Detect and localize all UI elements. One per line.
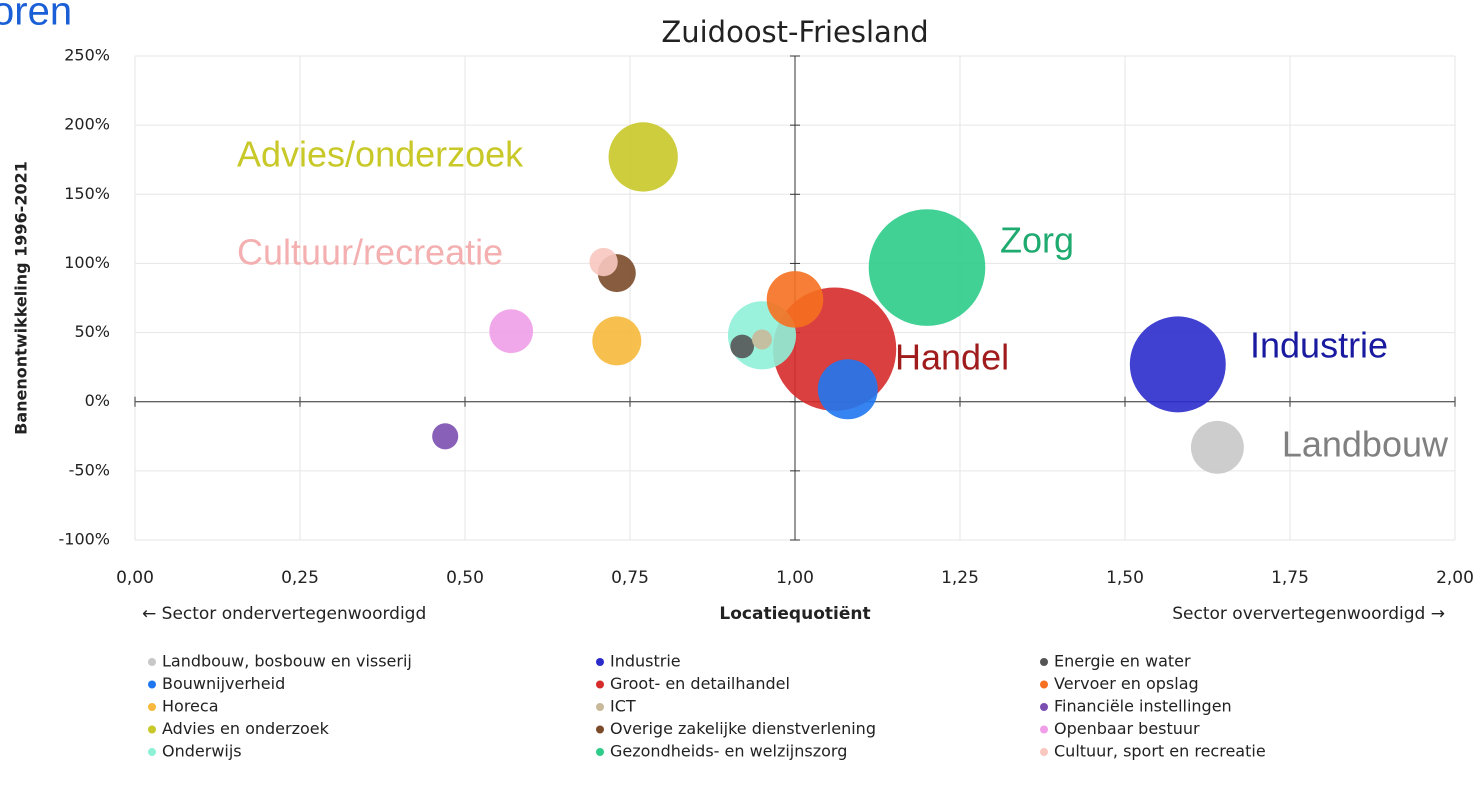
annotation: Industrie <box>1250 325 1388 366</box>
x-tick-label: 2,00 <box>1436 568 1474 588</box>
legend-marker <box>596 680 604 689</box>
bubble <box>1190 420 1244 474</box>
x-tick-label: 0,00 <box>116 568 154 588</box>
y-tick-label: 50% <box>74 322 110 341</box>
annotation: Landbouw <box>1282 424 1449 465</box>
legend-label: Openbaar bestuur <box>1054 719 1200 738</box>
legend-label: Gezondheids- en welzijnszorg <box>610 742 847 761</box>
legend-marker <box>596 658 604 666</box>
x-axis-label: Locatiequotiënt <box>719 604 870 624</box>
legend-marker <box>148 725 156 734</box>
x-tick-label: 1,75 <box>1271 568 1309 588</box>
legend-marker <box>596 748 604 756</box>
y-tick-label: 0% <box>85 391 110 410</box>
legend-marker <box>148 703 156 711</box>
x-axis-note: ← Sector ondervertegenwoordigd <box>142 604 426 624</box>
bubble <box>432 423 459 450</box>
legend-label: Landbouw, bosbouw en visserij <box>162 652 412 671</box>
bubble <box>592 316 642 366</box>
legend-marker <box>148 658 156 666</box>
legend-marker <box>1040 725 1048 734</box>
legend-label: ICT <box>610 697 636 716</box>
bubble <box>608 122 678 192</box>
legend-label: Vervoer en opslag <box>1054 674 1199 693</box>
legend-label: Financiële instellingen <box>1054 697 1232 716</box>
legend-label: Onderwijs <box>162 742 242 761</box>
x-tick-label: 0,50 <box>446 568 484 588</box>
y-tick-label: 250% <box>64 46 110 65</box>
x-axis-note: Sector oververtegenwoordigd → <box>1172 604 1445 624</box>
y-tick-label: -50% <box>69 460 110 479</box>
bubble <box>1129 316 1226 413</box>
legend-label: Horeca <box>162 697 219 716</box>
y-tick-label: 150% <box>64 184 110 203</box>
legend-marker <box>596 703 604 711</box>
x-tick-label: 1,50 <box>1106 568 1144 588</box>
bubble <box>766 271 824 328</box>
legend-marker <box>148 680 156 689</box>
legend-label: Advies en onderzoek <box>162 719 330 738</box>
annotation: Handel <box>895 337 1009 378</box>
chart-title: Zuidoost-Friesland <box>661 15 928 49</box>
legend-label: Groot- en detailhandel <box>610 674 790 693</box>
x-tick-label: 1,25 <box>941 568 979 588</box>
legend-label: Cultuur, sport en recreatie <box>1054 742 1266 761</box>
legend-marker <box>1040 703 1048 711</box>
legend-marker <box>148 748 156 756</box>
corner-text: oren <box>0 0 72 34</box>
legend-label: Energie en water <box>1054 652 1191 671</box>
bubble <box>868 209 986 326</box>
annotation: Advies/onderzoek <box>237 134 524 175</box>
legend-label: Industrie <box>610 652 681 671</box>
legend-marker <box>1040 748 1048 756</box>
x-tick-label: 0,75 <box>611 568 649 588</box>
y-axis-label: Banenontwikkeling 1996-2021 <box>12 161 31 435</box>
y-tick-label: -100% <box>58 530 110 549</box>
bubble <box>752 329 772 350</box>
bubble <box>589 247 618 277</box>
annotation: Zorg <box>1000 220 1074 261</box>
bubble <box>817 359 878 420</box>
legend-marker <box>1040 658 1048 666</box>
x-tick-label: 1,00 <box>776 568 814 588</box>
bubble <box>730 334 755 359</box>
annotation: Cultuur/recreatie <box>237 232 503 273</box>
legend-marker <box>1040 680 1048 689</box>
y-tick-label: 100% <box>64 253 110 272</box>
legend-label: Bouwnijverheid <box>162 674 285 693</box>
x-tick-label: 0,25 <box>281 568 319 588</box>
y-tick-label: 200% <box>64 115 110 134</box>
legend-marker <box>596 725 604 734</box>
bubble <box>489 309 534 354</box>
legend-label: Overige zakelijke dienstverlening <box>610 719 876 738</box>
